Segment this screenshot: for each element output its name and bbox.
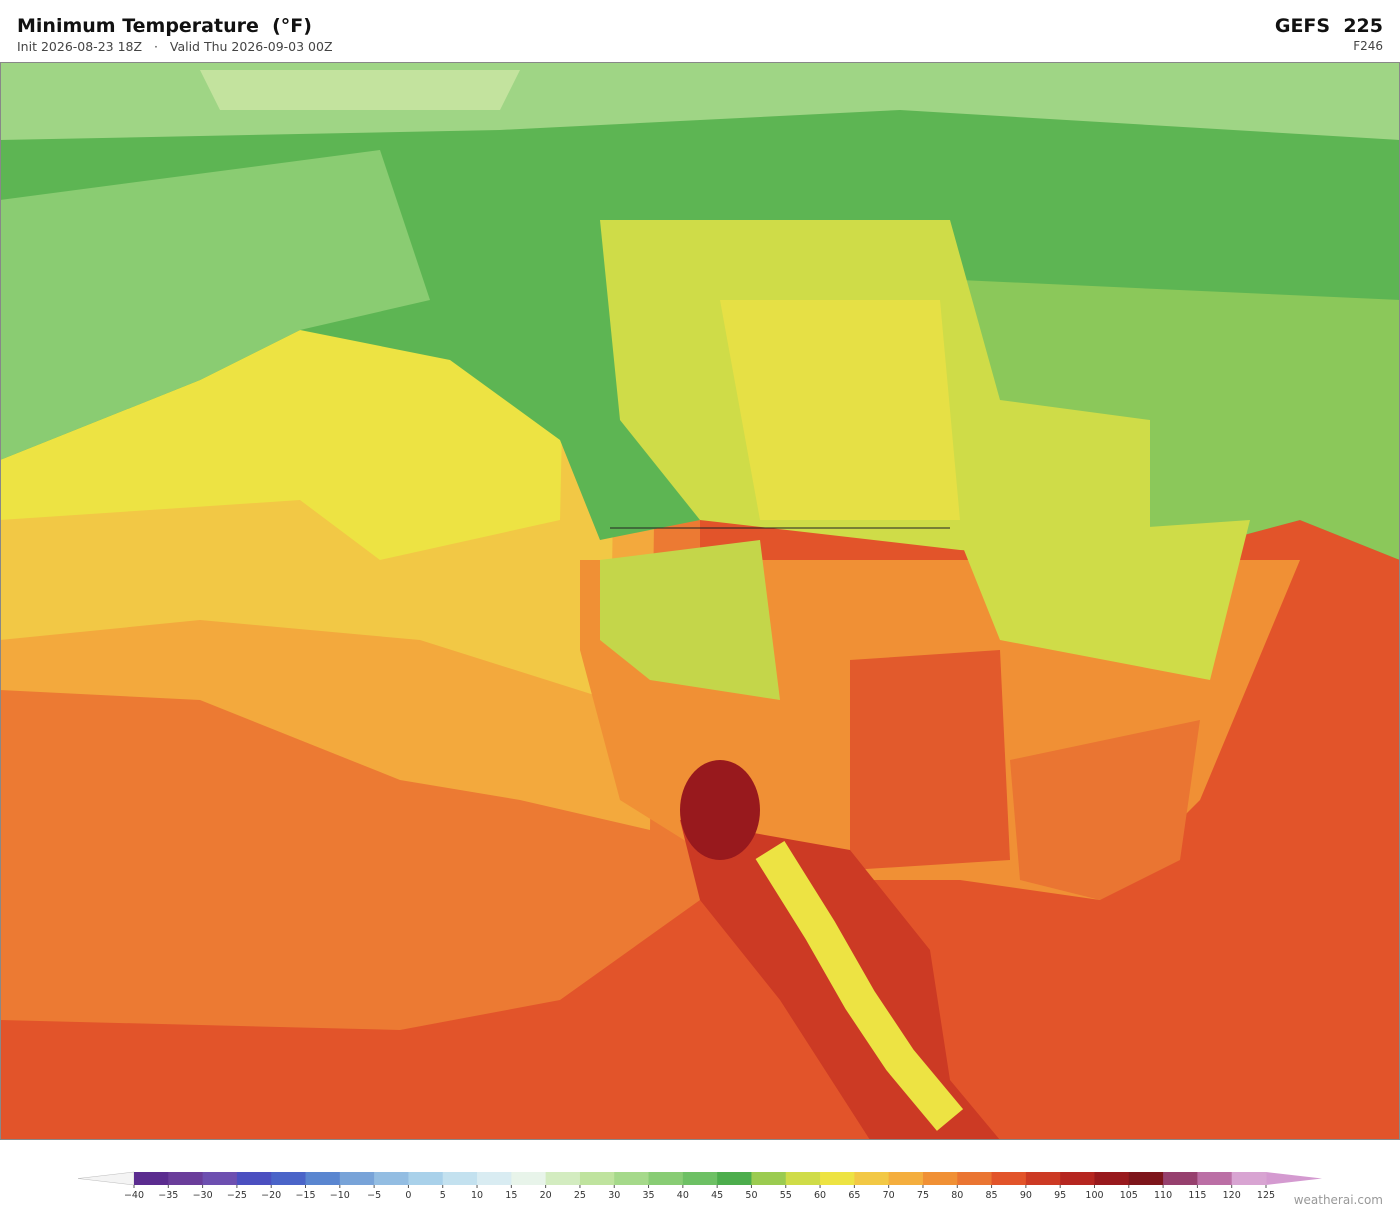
colorbar-bin (579, 1172, 615, 1185)
field (850, 650, 1010, 870)
tick-label: 45 (711, 1190, 723, 1201)
tick-label: 10 (471, 1190, 483, 1201)
colorbar-bin (271, 1172, 307, 1185)
tick-label: 5 (440, 1190, 446, 1201)
colorbar-bin (1231, 1172, 1267, 1185)
colorbar-bin (374, 1172, 409, 1185)
tick-label: 70 (883, 1190, 895, 1201)
tick-label: 100 (1085, 1190, 1103, 1201)
field (0, 150, 430, 460)
tick-label: 85 (986, 1190, 998, 1201)
tick-label: 80 (951, 1190, 963, 1201)
tick-label: 25 (574, 1190, 586, 1201)
tick-label: −10 (330, 1190, 350, 1201)
map (0, 62, 1400, 1140)
colorbar-bin (785, 1172, 821, 1185)
tick-label: 15 (505, 1190, 517, 1201)
colorbar-bin (820, 1172, 855, 1185)
field (960, 520, 1250, 680)
title: Minimum Temperature (°F) (17, 15, 312, 37)
field (200, 70, 520, 110)
tick-label: 50 (745, 1190, 757, 1201)
colorbar-bin (991, 1172, 1027, 1185)
colorbar-bin (305, 1172, 341, 1185)
colorbar-bin (717, 1172, 752, 1185)
tick-label: 110 (1154, 1190, 1172, 1201)
colorbar-bin (1060, 1172, 1095, 1185)
tick-label: 90 (1020, 1190, 1032, 1201)
tick-label: 30 (608, 1190, 620, 1201)
colorbar-over (1266, 1172, 1322, 1185)
tick-label: 35 (642, 1190, 654, 1201)
colorbar-bin (1197, 1172, 1233, 1185)
tick-label: 0 (405, 1190, 411, 1201)
colorbar-bin (854, 1172, 890, 1185)
valid-time: Valid Thu 2026-09-03 00Z (169, 39, 333, 54)
colorbar-bin (751, 1172, 787, 1185)
colorbar-bin (682, 1172, 718, 1185)
colorbar-bin (511, 1172, 547, 1185)
tick-label: 65 (848, 1190, 860, 1201)
tick-label: −30 (193, 1190, 213, 1201)
tick-label: 75 (917, 1190, 929, 1201)
colorbar-bin (648, 1172, 684, 1185)
tick-label: −25 (227, 1190, 247, 1201)
tick-label: 40 (677, 1190, 689, 1201)
forecast-hour: F246 (1353, 39, 1383, 53)
colorbar-bin (1094, 1172, 1130, 1185)
credit: weatherai.com (1293, 1193, 1383, 1207)
tick-label: 120 (1223, 1190, 1241, 1201)
colorbar-bin (408, 1172, 444, 1185)
init-time: Init 2026-08-23 18Z (17, 39, 143, 54)
tick-label: −15 (295, 1190, 315, 1201)
colorbar-bin (922, 1172, 958, 1185)
colorbar-bin (545, 1172, 581, 1185)
field (600, 540, 780, 700)
tick-label: −5 (367, 1190, 381, 1201)
field (755, 840, 964, 1131)
tick-label: 20 (540, 1190, 552, 1201)
tick-label: −40 (124, 1190, 144, 1201)
colorbar-bin (1025, 1172, 1061, 1185)
subtitle: Init 2026-08-23 18Z · Valid Thu 2026-09-… (17, 39, 333, 54)
tick-label: 60 (814, 1190, 826, 1201)
field (1010, 720, 1200, 900)
colorbar-bin (1163, 1172, 1198, 1185)
colorbar-bin (134, 1172, 169, 1185)
colorbar: −40 −35 −30 −25 −20 −15 −10 −5 0 5 10 15 20 25 30 35 40 4… (77, 1171, 1322, 1201)
colorbar-bin (614, 1172, 650, 1185)
tick-label: −35 (158, 1190, 178, 1201)
tick-label: −20 (261, 1190, 281, 1201)
colorbar-bin (236, 1172, 272, 1185)
tick-label: 125 (1257, 1190, 1275, 1201)
colorbar-bin (477, 1172, 512, 1185)
colorbar-bin (957, 1172, 993, 1185)
tick-label: 55 (780, 1190, 792, 1201)
colorbar-under (77, 1171, 135, 1186)
tick-label: 105 (1120, 1190, 1138, 1201)
colorbar-bin (339, 1172, 375, 1185)
colorbar-bin (888, 1172, 924, 1185)
colorbar-bin (168, 1172, 204, 1185)
model-name: GEFS 225 (1274, 15, 1383, 37)
field (720, 300, 960, 520)
colorbar-bin (1128, 1172, 1164, 1185)
tick-label: 95 (1054, 1190, 1066, 1201)
separator: · (153, 39, 158, 54)
tick-label: 115 (1188, 1190, 1206, 1201)
colorbar-bin (202, 1172, 238, 1185)
field (680, 760, 760, 860)
colorbar-bin (442, 1172, 478, 1185)
